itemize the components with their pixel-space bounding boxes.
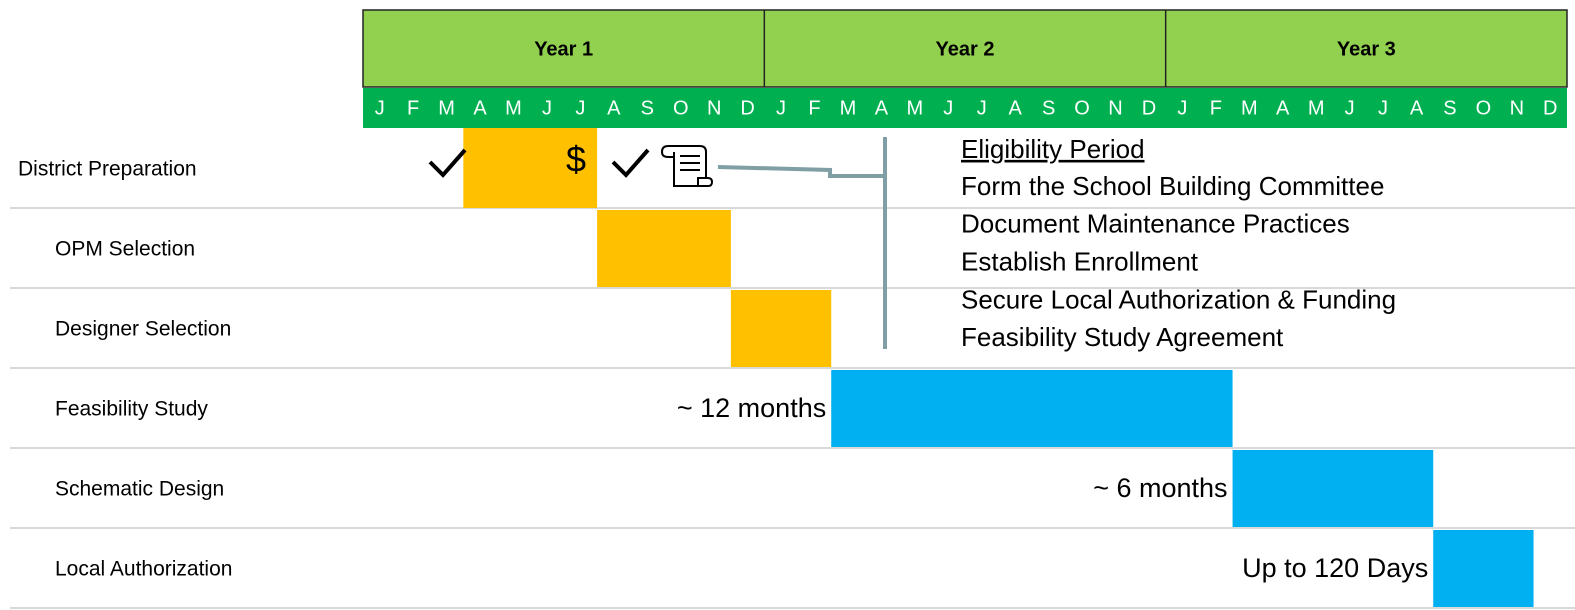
month-label: D — [1142, 97, 1156, 119]
document-icon — [660, 145, 714, 187]
month-label: O — [1476, 97, 1492, 119]
month-label: J — [375, 97, 385, 119]
gantt-bar — [1232, 450, 1434, 527]
month-label: M — [438, 97, 455, 119]
month-label: J — [575, 97, 585, 119]
month-label: J — [1378, 97, 1388, 119]
task-label: Schematic Design — [55, 478, 224, 501]
month-label: S — [641, 97, 654, 119]
gantt-bar — [463, 128, 598, 208]
month-label: M — [840, 97, 857, 119]
funding-symbol: $ — [566, 139, 586, 180]
duration-label: ~ 6 months — [1093, 473, 1227, 503]
month-label: A — [607, 97, 621, 119]
month-label: O — [673, 97, 689, 119]
year-label: Year 3 — [1337, 38, 1396, 60]
notes-item: Form the School Building Committee — [961, 171, 1384, 201]
month-label: A — [1276, 97, 1290, 119]
gantt-bar — [730, 290, 832, 367]
month-header — [363, 88, 1567, 128]
month-label: J — [1177, 97, 1187, 119]
month-label: J — [943, 97, 953, 119]
check-icon — [611, 148, 650, 178]
month-label: A — [1008, 97, 1022, 119]
bracket-connector — [717, 137, 887, 349]
month-label: N — [707, 97, 721, 119]
month-label: N — [1108, 97, 1122, 119]
month-label: S — [1443, 97, 1456, 119]
month-label: F — [407, 97, 419, 119]
month-label: A — [1410, 97, 1424, 119]
month-label: M — [505, 97, 522, 119]
month-label: M — [1308, 97, 1325, 119]
month-label: J — [1345, 97, 1355, 119]
task-label: OPM Selection — [55, 238, 195, 261]
task-label: Designer Selection — [55, 318, 231, 341]
year-header — [362, 9, 1568, 88]
month-label: J — [542, 97, 552, 119]
notes-item: Feasibility Study Agreement — [961, 322, 1284, 352]
month-label: F — [808, 97, 820, 119]
gantt-bar — [1433, 530, 1534, 607]
duration-label: ~ 12 months — [677, 393, 826, 423]
gantt-bar — [831, 370, 1233, 447]
check-icon — [428, 148, 467, 178]
month-label: M — [1241, 97, 1258, 119]
month-label: A — [875, 97, 889, 119]
notes-title: Eligibility Period — [961, 134, 1145, 164]
month-label: N — [1510, 97, 1524, 119]
month-label: J — [776, 97, 786, 119]
month-label: M — [906, 97, 923, 119]
month-label: O — [1074, 97, 1090, 119]
task-label: Feasibility Study — [55, 398, 208, 421]
month-label: S — [1042, 97, 1055, 119]
task-label: Local Authorization — [55, 558, 232, 581]
year-label: Year 2 — [936, 38, 995, 60]
month-label: A — [473, 97, 487, 119]
duration-label: Up to 120 Days — [1242, 553, 1428, 583]
notes-item: Establish Enrollment — [961, 246, 1199, 276]
month-label: F — [1210, 97, 1222, 119]
notes-item: Secure Local Authorization & Funding — [961, 284, 1396, 314]
notes-item: Document Maintenance Practices — [961, 209, 1350, 239]
task-label: District Preparation — [18, 158, 197, 181]
month-label: D — [740, 97, 754, 119]
year-label: Year 1 — [534, 38, 593, 60]
month-label: D — [1543, 97, 1557, 119]
gantt-bar — [597, 210, 731, 287]
month-label: J — [977, 97, 987, 119]
